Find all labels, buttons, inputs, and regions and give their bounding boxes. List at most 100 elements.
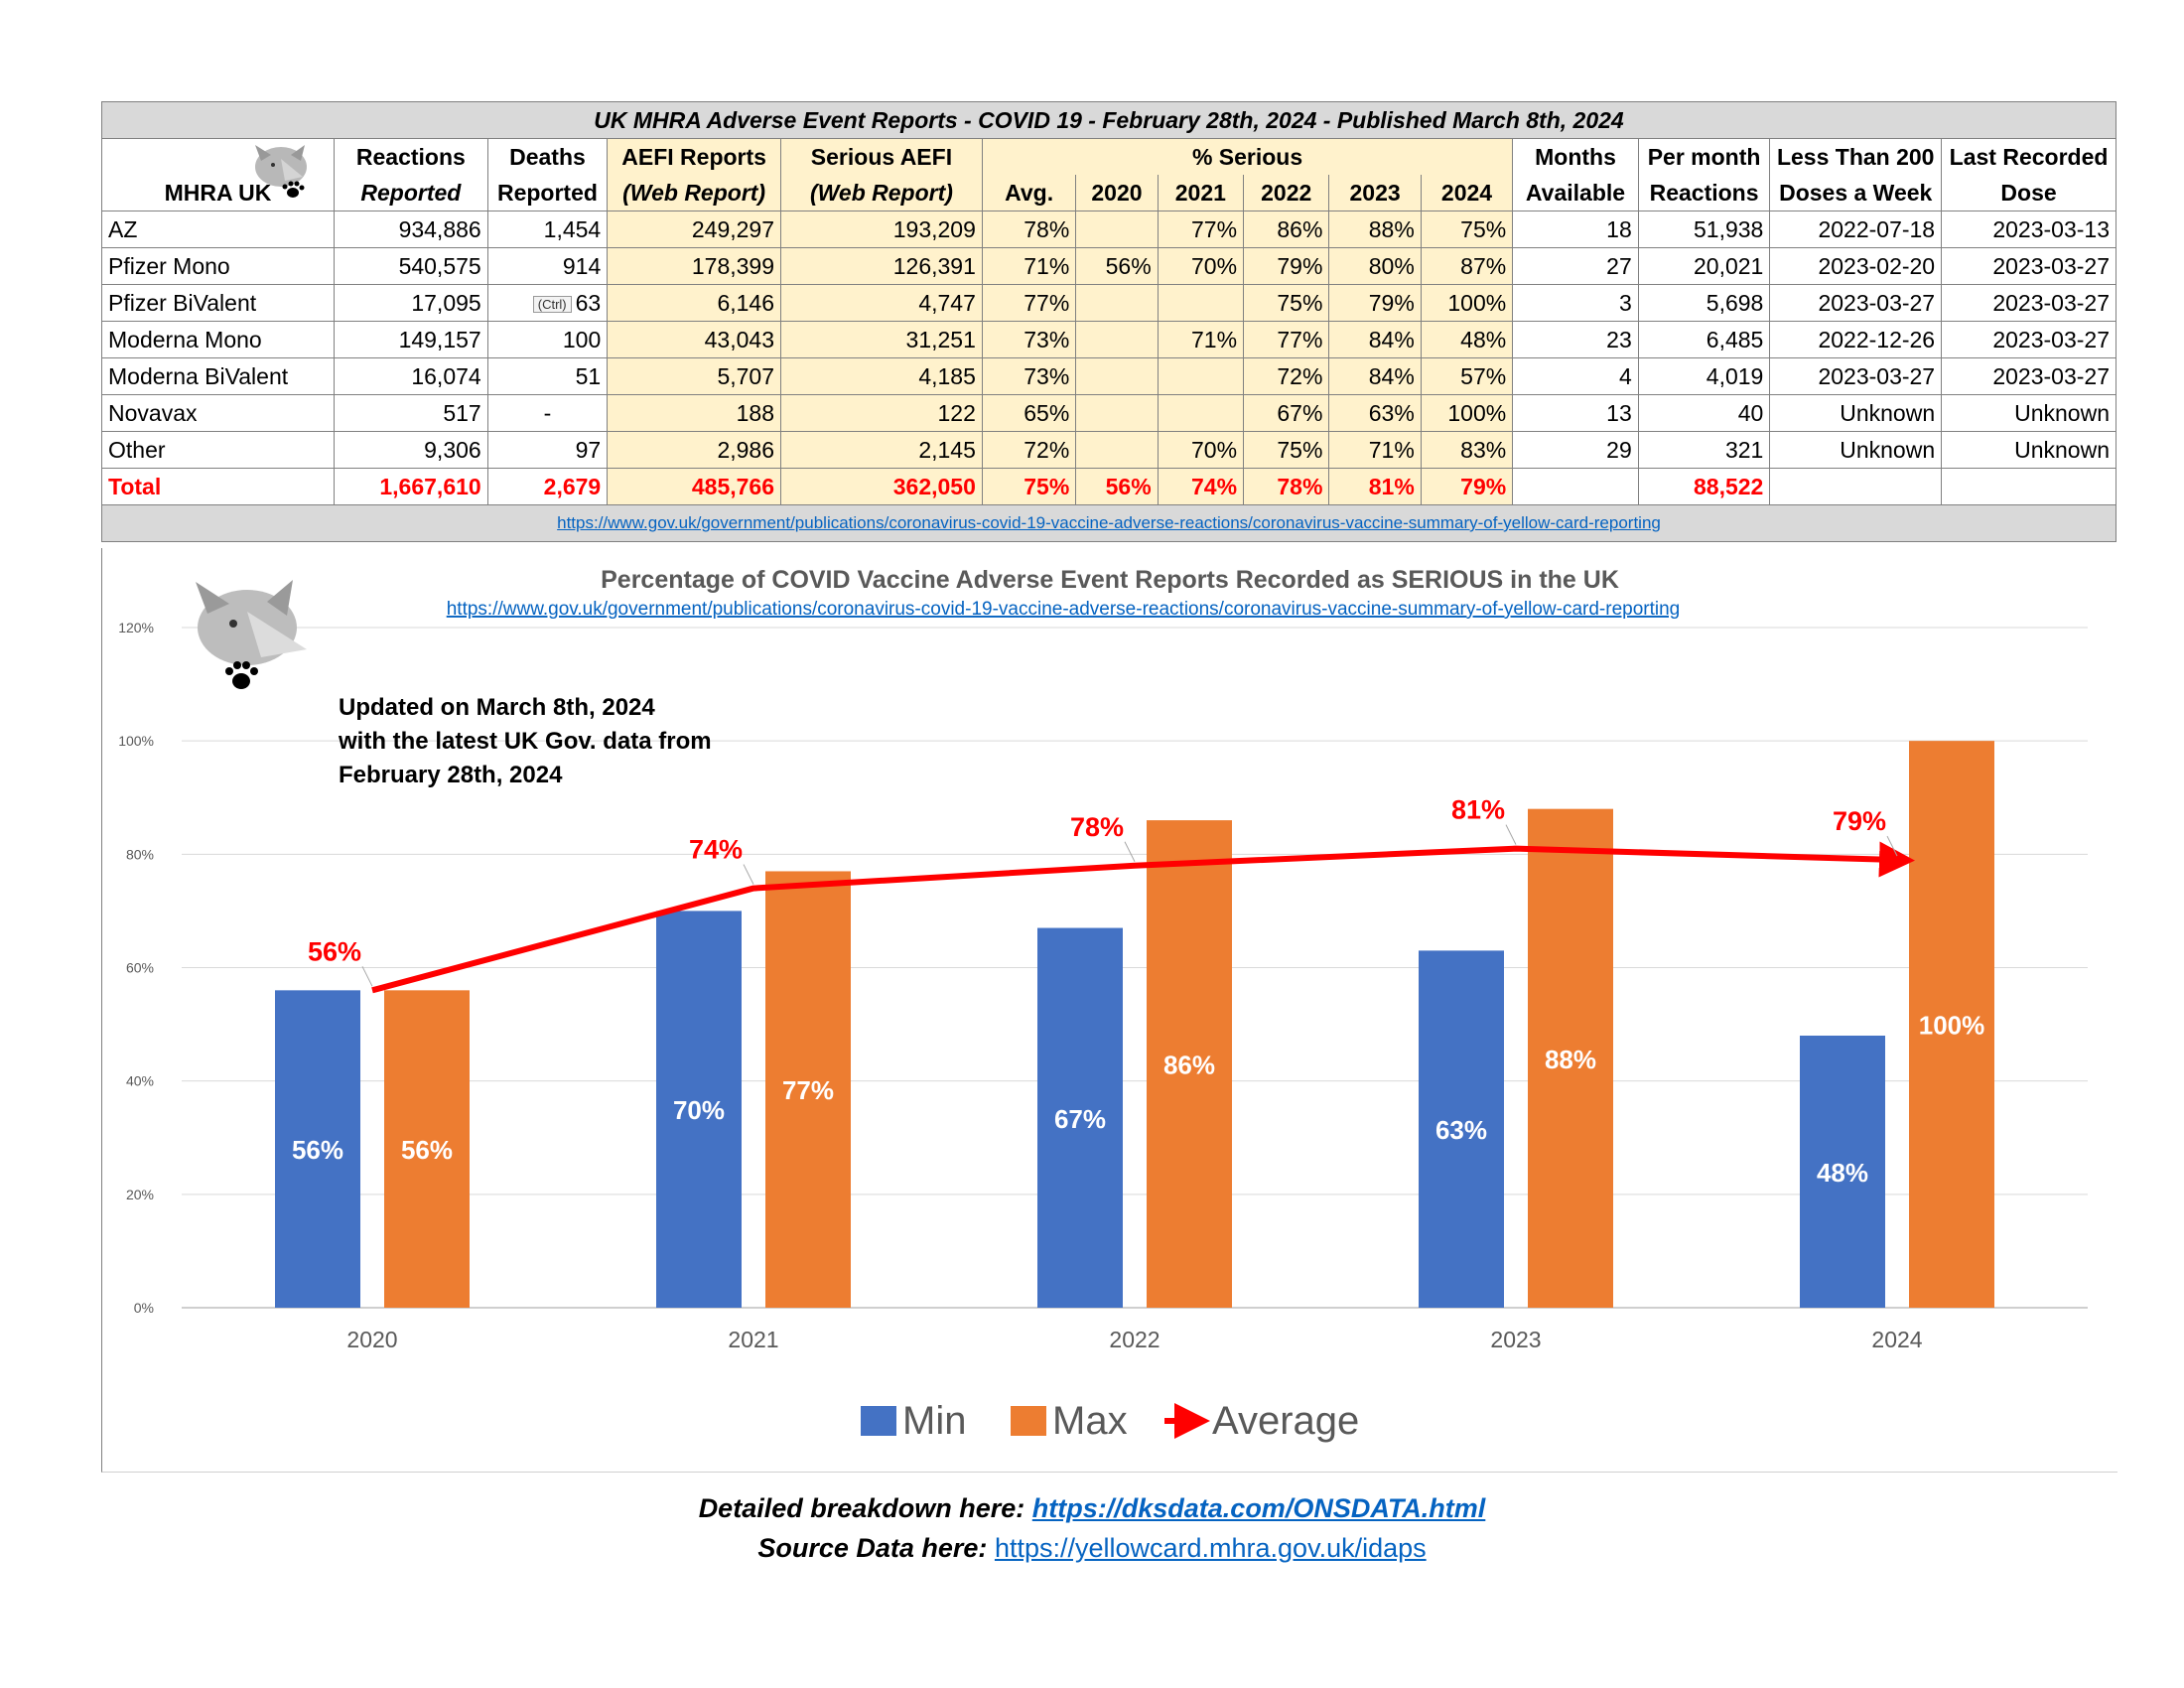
cell-deaths: 914 [486, 247, 609, 285]
cell-less: 2023-03-27 [1769, 284, 1943, 322]
cell-y2022: 77% [1243, 321, 1330, 358]
y-tick-label: 80% [126, 846, 154, 862]
cell-y2023: 84% [1328, 357, 1422, 395]
header-deaths-reported: Reported [486, 175, 609, 211]
y-tick-label: 120% [118, 620, 154, 635]
header-last: Last Recorded [1941, 138, 2116, 175]
header-2024: 2024 [1420, 175, 1514, 211]
cell-deaths: 1,454 [486, 211, 609, 248]
cell-y2023: 63% [1328, 394, 1422, 432]
x-tick-label: 2024 [1871, 1327, 1922, 1352]
cell-y2024: 57% [1420, 357, 1514, 395]
cell-y2023: 79% [1328, 284, 1422, 322]
cell-less: 2022-07-18 [1769, 211, 1943, 248]
cell-last: 2023-03-13 [1941, 211, 2116, 248]
chart-annotation-line-3: February 28th, 2024 [339, 762, 563, 788]
header-doses-week: Doses a Week [1769, 175, 1943, 211]
header-available: Available [1512, 175, 1639, 211]
cell-y2024: 100% [1420, 394, 1514, 432]
footer-line-2: Source Data here: https://yellowcard.mhr… [0, 1533, 2184, 1564]
cell-y2021: 71% [1157, 321, 1245, 358]
cell-avg: 77% [981, 284, 1077, 322]
cell-avg: 78% [981, 211, 1077, 248]
cell-y2022: 75% [1243, 284, 1330, 322]
max-bar [1147, 820, 1232, 1308]
total-less [1769, 468, 1943, 505]
header-avg: Avg. [981, 175, 1077, 211]
average-label-leader [361, 966, 373, 987]
cell-permonth: 321 [1637, 431, 1771, 469]
header-serious-web: (Web Report) [780, 175, 983, 211]
paste-options-icon[interactable]: (Ctrl) [532, 295, 572, 313]
y-tick-label: 0% [134, 1300, 154, 1316]
cell-serious: 2,145 [780, 431, 983, 469]
serious-percentage-chart: 0% 20% 40% 60% 80% 100% 120% 2020 56% 56% 2021 70%… [118, 566, 2088, 1443]
chart-subtitle-link[interactable]: https://www.gov.uk/government/publicatio… [447, 599, 1681, 620]
total-2020: 56% [1075, 468, 1159, 505]
source-data-link[interactable]: https://yellowcard.mhra.gov.uk/idaps [994, 1533, 1427, 1563]
average-point-label: 81% [1451, 795, 1505, 825]
max-bar-label: 100% [1919, 1011, 1985, 1041]
cell-reactions: 149,157 [334, 321, 488, 358]
total-label: Total [100, 468, 336, 505]
table-row: Other 9,306 97 2,986 2,145 72% 70% 75% 71% 83% 29 3… [100, 431, 2116, 469]
cell-reactions: 934,886 [334, 211, 488, 248]
cell-y2022: 79% [1243, 247, 1330, 285]
average-point-label: 79% [1833, 806, 1886, 836]
cell-y2021 [1157, 284, 1245, 322]
total-last [1941, 468, 2116, 505]
cell-y2024: 48% [1420, 321, 1514, 358]
cell-less: Unknown [1769, 431, 1943, 469]
breakdown-link[interactable]: https://dksdata.com/ONSDATA.html [1031, 1493, 1486, 1523]
max-bar-label: 77% [782, 1075, 834, 1105]
min-bar [1419, 950, 1504, 1308]
cell-avg: 71% [981, 247, 1077, 285]
table-row: AZ 934,886 1,454 249,297 193,209 78% 77% 86% 88%… [100, 211, 2116, 248]
cell-y2023: 80% [1328, 247, 1422, 285]
cell-name: Moderna Mono [100, 321, 336, 358]
max-bar-label: 88% [1545, 1045, 1596, 1074]
total-aefi: 485,766 [607, 468, 781, 505]
total-2024: 79% [1420, 468, 1514, 505]
header-row-2: MHRA UK Reported Reported (Web Report) (… [100, 175, 2116, 211]
cell-aefi: 178,399 [607, 247, 781, 285]
cell-deaths: 51 [486, 357, 609, 395]
cell-avg: 72% [981, 431, 1077, 469]
cell-y2024: 83% [1420, 431, 1514, 469]
average-point-label: 78% [1070, 812, 1124, 842]
cell-months: 3 [1512, 284, 1639, 322]
source-link[interactable]: https://www.gov.uk/government/publicatio… [557, 513, 1661, 532]
table-row: Moderna BiValent 16,074 51 5,707 4,185 73% 72%… [100, 357, 2116, 395]
header-months: Months [1512, 138, 1639, 175]
max-bar [384, 990, 470, 1308]
cell-y2021: 70% [1157, 431, 1245, 469]
cell-y2020 [1075, 211, 1159, 248]
cell-last: Unknown [1941, 431, 2116, 469]
max-bar-label: 56% [401, 1135, 453, 1165]
footer-breakdown-label: Detailed breakdown here: [698, 1493, 1032, 1523]
cell-permonth: 51,938 [1637, 211, 1771, 248]
mhra-table: UK MHRA Adverse Event Reports - COVID 19… [100, 101, 2116, 542]
table-title-row: UK MHRA Adverse Event Reports - COVID 19… [101, 101, 2116, 139]
total-2023: 81% [1328, 468, 1422, 505]
cell-y2022: 75% [1243, 431, 1330, 469]
average-point-label: 56% [308, 936, 361, 966]
min-bar [656, 911, 742, 1308]
wolf-logo-icon [196, 580, 307, 689]
cell-y2023: 88% [1328, 211, 1422, 248]
cell-permonth: 5,698 [1637, 284, 1771, 322]
cell-name: Pfizer BiValent [100, 284, 336, 322]
average-point-label: 74% [689, 835, 743, 865]
y-tick-label: 60% [126, 960, 154, 976]
header-aefi-web: (Web Report) [607, 175, 781, 211]
cell-serious: 193,209 [780, 211, 983, 248]
table-total-row: Total 1,667,610 2,679 485,766 362,050 75… [100, 468, 2116, 505]
total-2022: 78% [1243, 468, 1330, 505]
chart-title: Percentage of COVID Vaccine Adverse Even… [601, 566, 1619, 594]
table-row: Pfizer Mono 540,575 914 178,399 126,391 71% 56… [100, 247, 2116, 285]
cell-y2020 [1075, 321, 1159, 358]
header-2022: 2022 [1243, 175, 1330, 211]
cell-y2021 [1157, 357, 1245, 395]
header-blank [100, 138, 336, 198]
cell-name: Pfizer Mono [100, 247, 336, 285]
